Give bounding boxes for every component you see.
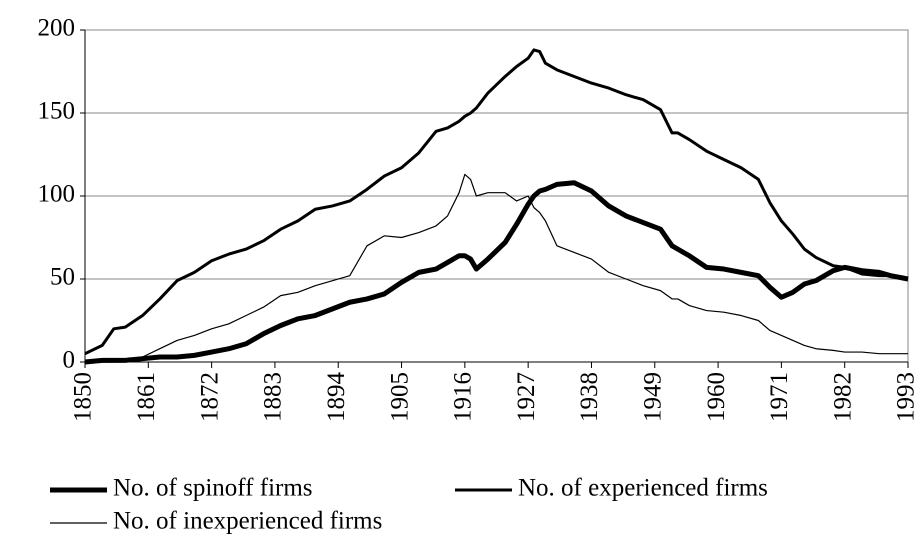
x-tick-label: 1949 — [640, 372, 667, 422]
y-tick-label: 200 — [38, 15, 76, 42]
x-tick-label: 1982 — [829, 372, 856, 422]
series-line — [84, 180, 909, 365]
x-tick-label: 1927 — [513, 372, 540, 422]
x-tick-label: 1993 — [893, 372, 920, 422]
x-tick-label: 1850 — [70, 372, 97, 422]
x-tick-label: 1894 — [323, 372, 350, 423]
x-tick-label: 1960 — [703, 372, 730, 422]
y-tick-label: 0 — [63, 347, 76, 374]
series-line — [84, 48, 909, 356]
x-tick-label: 1872 — [196, 372, 223, 422]
legend-label: No. of inexperienced firms — [113, 508, 382, 535]
legend-label: No. of experienced firms — [518, 475, 768, 502]
y-tick-label: 100 — [38, 181, 76, 208]
x-tick-label: 1861 — [133, 372, 160, 422]
series-line — [85, 173, 908, 363]
x-tick-label: 1883 — [260, 372, 287, 422]
x-tick-label: 1905 — [386, 372, 413, 422]
x-tick-label: 1938 — [576, 372, 603, 422]
legend-label: No. of spinoff firms — [113, 475, 313, 502]
y-tick-label: 150 — [38, 98, 76, 125]
x-tick-label: 1971 — [766, 372, 793, 422]
x-tick-label: 1916 — [450, 372, 477, 422]
y-tick-label: 50 — [50, 264, 75, 291]
